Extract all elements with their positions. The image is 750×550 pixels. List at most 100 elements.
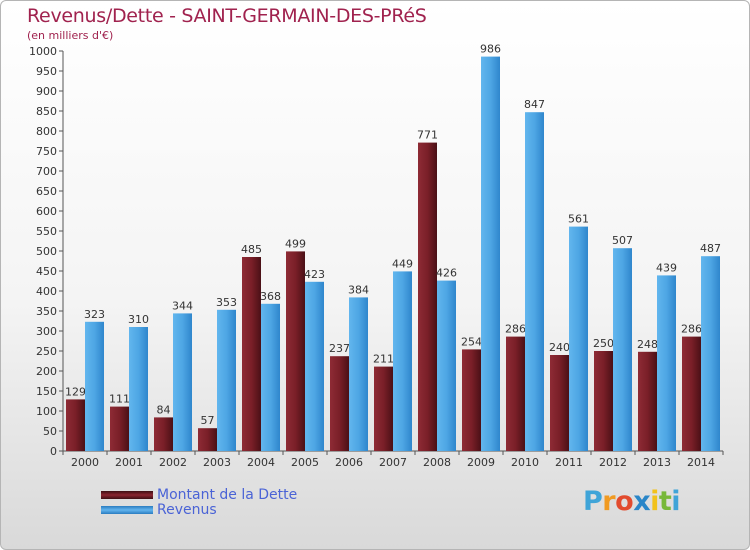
bar-dette <box>154 417 173 451</box>
y-tick-label: 650 <box>36 185 57 198</box>
data-label-revenus: 487 <box>700 242 721 255</box>
y-tick-label: 150 <box>36 385 57 398</box>
data-label-revenus: 384 <box>348 283 369 296</box>
data-label-revenus: 986 <box>480 43 501 56</box>
x-tick-label: 2001 <box>115 456 143 469</box>
bar-dette <box>682 336 701 451</box>
y-tick-label: 200 <box>36 365 57 378</box>
logo-letter: o <box>615 486 634 517</box>
bar-dette <box>418 142 437 451</box>
data-label-revenus: 344 <box>172 299 193 312</box>
x-tick-label: 2003 <box>203 456 231 469</box>
bar-dette <box>66 399 85 451</box>
chart-subtitle: (en milliers d'€) <box>27 29 114 42</box>
bar-revenus <box>217 309 236 451</box>
data-label-revenus: 323 <box>84 308 105 321</box>
bar-revenus <box>525 112 544 451</box>
proxiti-logo: Proxiti <box>583 486 681 517</box>
y-tick-label: 900 <box>36 85 57 98</box>
data-label-dette: 111 <box>109 393 130 406</box>
bar-revenus <box>613 248 632 451</box>
data-label-revenus: 847 <box>524 98 545 111</box>
data-label-revenus: 423 <box>304 268 325 281</box>
logo-letter: i <box>671 486 681 517</box>
data-label-revenus: 310 <box>128 313 149 326</box>
y-tick-label: 450 <box>36 265 57 278</box>
y-tick-label: 300 <box>36 325 57 338</box>
data-label-dette: 286 <box>681 323 702 336</box>
bar-dette <box>374 366 393 451</box>
data-label-dette: 254 <box>461 335 482 348</box>
x-tick-label: 2010 <box>511 456 539 469</box>
y-tick-label: 700 <box>36 165 57 178</box>
legend-swatch-dette <box>101 491 153 499</box>
x-tick-label: 2011 <box>555 456 583 469</box>
y-tick-label: 850 <box>36 105 57 118</box>
data-label-revenus: 426 <box>436 267 457 280</box>
bar-revenus <box>261 303 280 451</box>
data-label-dette: 84 <box>157 403 171 416</box>
y-tick-label: 950 <box>36 65 57 78</box>
y-tick-label: 250 <box>36 345 57 358</box>
bar-revenus <box>173 313 192 451</box>
data-label-dette: 57 <box>201 414 215 427</box>
bar-revenus <box>481 56 500 451</box>
logo-letter: r <box>602 486 616 517</box>
bar-dette <box>330 356 349 451</box>
x-tick-label: 2012 <box>599 456 627 469</box>
data-label-revenus: 449 <box>392 257 413 270</box>
x-tick-label: 2002 <box>159 456 187 469</box>
x-tick-label: 2006 <box>335 456 363 469</box>
data-label-revenus: 439 <box>656 261 677 274</box>
y-tick-label: 500 <box>36 245 57 258</box>
x-tick-label: 2000 <box>71 456 99 469</box>
data-label-dette: 240 <box>549 341 570 354</box>
logo-letter: t <box>658 486 672 517</box>
bar-revenus <box>701 256 720 451</box>
y-tick-label: 100 <box>36 405 57 418</box>
x-tick-label: 2013 <box>643 456 671 469</box>
bar-dette <box>550 355 569 451</box>
data-label-dette: 237 <box>329 342 350 355</box>
data-label-dette: 211 <box>373 353 394 366</box>
bar-dette <box>594 351 613 451</box>
y-tick-label: 750 <box>36 145 57 158</box>
data-label-revenus: 507 <box>612 234 633 247</box>
bar-revenus <box>437 280 456 451</box>
y-tick-label: 1000 <box>29 45 57 58</box>
x-tick-label: 2008 <box>423 456 451 469</box>
bar-revenus <box>305 281 324 451</box>
legend-label-revenus: Revenus <box>157 502 217 518</box>
data-label-revenus: 353 <box>216 296 237 309</box>
data-label-revenus: 561 <box>568 213 589 226</box>
bar-dette <box>638 351 657 451</box>
x-tick-label: 2004 <box>247 456 275 469</box>
y-tick-label: 400 <box>36 285 57 298</box>
data-label-revenus: 368 <box>260 290 281 303</box>
x-tick-label: 2009 <box>467 456 495 469</box>
legend-label-dette: Montant de la Dette <box>157 487 298 503</box>
data-label-dette: 499 <box>285 237 306 250</box>
logo-letter: i <box>650 486 659 517</box>
bar-revenus <box>569 226 588 451</box>
data-label-dette: 485 <box>241 243 262 256</box>
bar-dette <box>462 349 481 451</box>
x-tick-label: 2014 <box>687 456 715 469</box>
y-tick-label: 600 <box>36 205 57 218</box>
y-tick-label: 350 <box>36 305 57 318</box>
bar-dette <box>198 428 217 451</box>
data-label-dette: 771 <box>417 129 438 142</box>
bar-revenus <box>393 271 412 451</box>
bar-dette <box>506 336 525 451</box>
bar-revenus <box>85 321 104 451</box>
legend-swatch-revenus <box>101 506 153 514</box>
logo-letter: P <box>583 486 603 517</box>
bar-dette <box>242 257 261 451</box>
bar-dette <box>110 406 129 451</box>
bar-revenus <box>657 275 676 451</box>
data-label-dette: 248 <box>637 338 658 351</box>
x-tick-label: 2007 <box>379 456 407 469</box>
data-label-dette: 129 <box>65 385 86 398</box>
